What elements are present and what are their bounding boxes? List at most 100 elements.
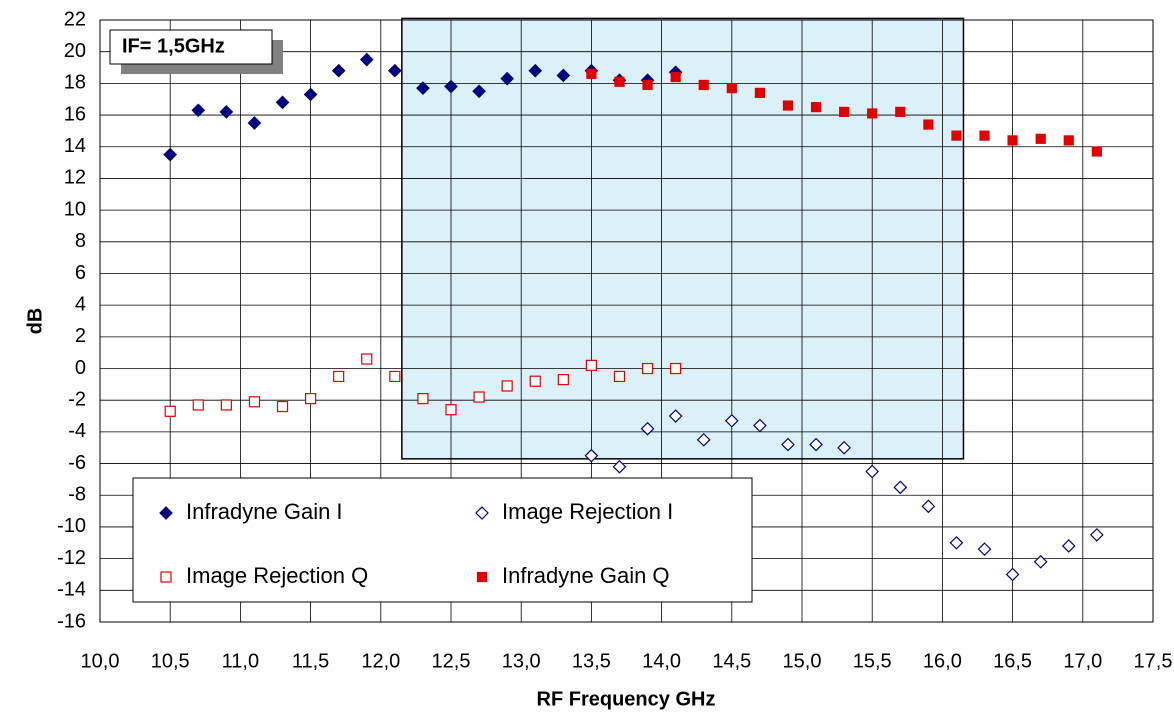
point xyxy=(1005,567,1020,582)
x-tick-label: 13,5 xyxy=(572,650,611,672)
point xyxy=(303,87,318,102)
point xyxy=(529,375,541,387)
point xyxy=(781,437,795,452)
y-tick-label: 0 xyxy=(75,357,86,379)
point xyxy=(500,71,515,86)
point xyxy=(698,79,709,91)
point xyxy=(670,362,682,375)
y-tick-label: 6 xyxy=(75,262,86,284)
point xyxy=(163,147,178,162)
y-axis-title: dB xyxy=(24,308,46,335)
point xyxy=(473,391,485,403)
legend-box xyxy=(132,477,753,603)
y-tick-label: -4 xyxy=(68,420,86,442)
legend-label: Infradyne Gain Q xyxy=(502,563,670,588)
point xyxy=(724,413,739,428)
point xyxy=(867,108,878,119)
legend-label: Image Rejection Q xyxy=(186,563,368,588)
point xyxy=(809,437,823,452)
point xyxy=(979,130,990,141)
plot-frame xyxy=(99,19,1154,623)
y-tick-label: 14 xyxy=(64,135,86,157)
y-tick-label: -16 xyxy=(57,610,86,632)
point xyxy=(557,374,569,386)
point xyxy=(839,106,850,117)
point xyxy=(782,100,794,111)
y-tick-label: -14 xyxy=(57,579,86,601)
point xyxy=(275,95,290,110)
point xyxy=(641,362,654,375)
y-tick-label: 2 xyxy=(75,325,86,347)
y-tick-label: -2 xyxy=(68,388,86,410)
x-tick-label: 14,0 xyxy=(642,650,681,672)
point xyxy=(247,116,262,130)
legend-marker xyxy=(476,571,488,583)
point xyxy=(444,79,458,94)
point xyxy=(837,440,851,455)
point xyxy=(949,535,964,550)
point xyxy=(248,396,261,408)
y-tick-label: 8 xyxy=(75,230,86,252)
series xyxy=(584,409,1104,582)
y-tick-label: -8 xyxy=(68,484,86,506)
point xyxy=(192,399,204,411)
point xyxy=(923,119,934,130)
y-tick-label: -6 xyxy=(68,452,86,474)
y-tick-label: 22 xyxy=(64,8,86,30)
point xyxy=(614,76,625,87)
point xyxy=(977,542,992,556)
y-tick-label: 12 xyxy=(64,167,86,189)
point xyxy=(642,79,653,91)
point xyxy=(501,380,513,392)
y-tick-label: -10 xyxy=(57,515,86,537)
x-tick-label: 12,0 xyxy=(361,650,400,672)
legend-label: Infradyne Gain I xyxy=(186,499,343,524)
point xyxy=(331,63,346,78)
point xyxy=(417,393,429,405)
point xyxy=(668,409,683,423)
point xyxy=(387,63,402,78)
point xyxy=(1063,135,1074,146)
point xyxy=(1007,135,1018,146)
point xyxy=(416,81,430,95)
point xyxy=(191,103,206,118)
point xyxy=(1061,539,1076,553)
point xyxy=(1091,146,1102,157)
point xyxy=(305,393,317,405)
point xyxy=(696,432,711,447)
point xyxy=(586,68,597,79)
point xyxy=(585,359,598,371)
x-tick-label: 17,0 xyxy=(1063,650,1102,672)
point xyxy=(1035,133,1046,144)
series xyxy=(164,353,682,417)
x-tick-label: 13,0 xyxy=(502,650,541,672)
legend-marker xyxy=(159,506,173,520)
point xyxy=(219,105,234,119)
y-tick-label: 10 xyxy=(64,198,86,220)
x-tick-label: 16,5 xyxy=(993,650,1032,672)
x-tick-label: 11,0 xyxy=(222,650,259,672)
x-tick-label: 15,5 xyxy=(853,650,892,672)
series xyxy=(586,68,1102,157)
x-tick-label: 10,5 xyxy=(151,650,190,672)
point xyxy=(556,68,571,83)
background-layer xyxy=(99,17,1154,623)
x-tick-label: 16,0 xyxy=(923,650,962,672)
y-tick-label: 16 xyxy=(64,103,86,125)
x-tick-label: 17,5 xyxy=(1134,650,1173,672)
point xyxy=(389,370,401,383)
point xyxy=(921,499,936,514)
annotation-box xyxy=(109,29,273,65)
x-tick-label: 10,0 xyxy=(81,650,120,672)
point xyxy=(753,418,767,433)
point xyxy=(445,404,457,416)
x-tick-label: 14,5 xyxy=(712,650,751,672)
y-tick-label: 4 xyxy=(75,293,86,315)
point xyxy=(754,87,765,98)
point xyxy=(893,480,908,495)
point xyxy=(726,83,737,94)
point xyxy=(584,448,599,463)
point xyxy=(895,106,906,117)
x-tick-label: 11,5 xyxy=(292,650,329,672)
